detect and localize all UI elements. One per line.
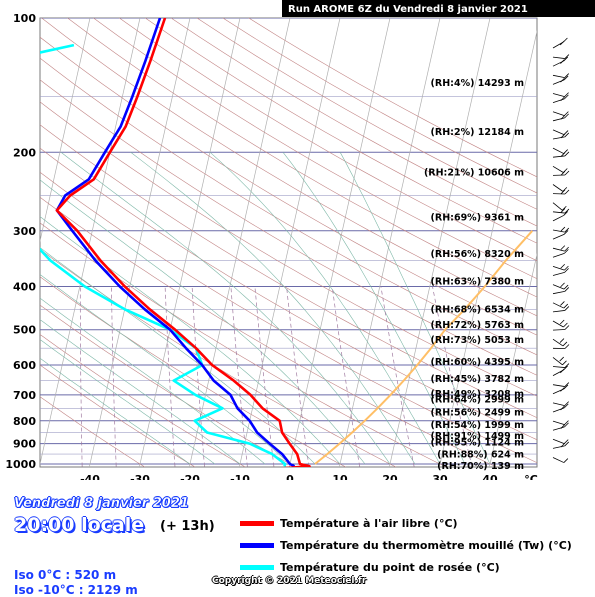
pressure-tick-label: 100 (13, 12, 36, 25)
wind-barb-icon (553, 287, 569, 293)
temperature-tick-label: 40 (482, 473, 498, 480)
copyright: Copyright © 2021 Meteociel.fr (212, 576, 366, 586)
legend-swatch-wet-bulb (240, 543, 274, 548)
pressure-tick-label: 400 (13, 281, 36, 294)
iso-0-level: Iso 0°C : 520 m (14, 568, 116, 582)
legend: Température à l'air libre (°C) Températu… (240, 512, 572, 578)
wind-barb-icon (553, 152, 569, 157)
wind-barb-icon (553, 283, 568, 289)
pressure-tick-label: 700 (13, 389, 36, 402)
temperature-tick-label: -30 (130, 473, 150, 480)
wind-barb-icon (553, 74, 569, 78)
iso-minus10-level: Iso -10°C : 2129 m (14, 583, 138, 597)
wind-barb-icon (553, 423, 569, 430)
chart-title: Run AROME 6Z du Vendredi 8 janvier 2021 (288, 4, 528, 15)
temperature-tick-label: 0 (286, 473, 294, 480)
wind-barb-icon (553, 133, 569, 139)
pressure-tick-label: 600 (13, 359, 36, 372)
wind-barb-icon (553, 93, 569, 97)
wind-barb-icon (553, 246, 569, 251)
legend-item-temperature: Température à l'air libre (°C) (240, 512, 572, 534)
pressure-tick-label: 900 (13, 438, 36, 451)
level-annotation: (RH:68%) 6534 m (431, 304, 525, 315)
legend-item-wet-bulb: Température du thermomètre mouillé (Tw) … (240, 534, 572, 556)
wind-barb-icon (553, 402, 569, 406)
legend-label-dewpoint: Température du point de rosée (°C) (280, 561, 500, 574)
wind-barb-icon (553, 76, 568, 84)
wind-barb-icon (553, 301, 568, 308)
forecast-offset: (+ 13h) (160, 519, 215, 534)
level-annotation: (RH:95%) 1124 m (431, 438, 525, 449)
level-annotation: (RH:88%) 624 m (437, 449, 524, 460)
legend-item-dewpoint: Température du point de rosée (°C) (240, 556, 572, 578)
temperature-tick-label: -40 (80, 473, 100, 480)
wind-barb-icon (553, 227, 569, 232)
skew-t-chart: 1002003004005006007008009001000hPa-40-30… (0, 0, 595, 480)
level-annotation: (RH:56%) 2499 m (431, 407, 525, 418)
wind-barb-icon (553, 148, 568, 153)
run-date: Vendredi 8 janvier 2021 (14, 496, 189, 511)
level-annotation: (RH:54%) 1999 m (431, 420, 525, 431)
level-annotation: (RH:72%) 5763 m (431, 320, 525, 331)
wind-barb-icon (553, 458, 568, 463)
isotherm (538, 18, 595, 473)
temperature-unit-label: °C (524, 473, 538, 480)
wind-barb-icon (553, 95, 568, 103)
temperature-tick-label: 30 (432, 473, 448, 480)
wind-barb-icon (553, 249, 568, 257)
wind-barb-icon (553, 264, 568, 270)
wind-barb-icon (553, 345, 569, 349)
level-annotation: (RH:73%) 5053 m (431, 335, 525, 346)
wind-barb-icon (553, 442, 569, 448)
legend-label-temperature: Température à l'air libre (°C) (280, 517, 458, 530)
wind-barb-icon (553, 421, 568, 425)
wind-barb-icon (553, 114, 569, 121)
level-annotation: (RH:64%) 2999 m (431, 394, 525, 405)
temperature-tick-label: 10 (332, 473, 348, 480)
temperature-tick-label: -20 (180, 473, 200, 480)
level-annotation: (RH:2%) 12184 m (431, 127, 525, 138)
pressure-tick-label: 500 (13, 324, 36, 337)
level-annotation: (RH:45%) 3782 m (431, 374, 525, 385)
wind-barb-icon (553, 439, 568, 443)
wind-barb-icon (553, 339, 567, 346)
temperature-tick-label: -10 (230, 473, 250, 480)
level-annotation: (RH:21%) 10606 m (424, 167, 524, 178)
wind-barb-icon (553, 325, 569, 330)
level-annotation: (RH:60%) 4395 m (431, 357, 525, 368)
pressure-tick-label: 200 (13, 146, 36, 159)
wind-barb-icon (553, 404, 568, 412)
wind-barb-icon (553, 112, 568, 116)
wind-barb-icon (553, 130, 568, 135)
legend-swatch-dewpoint (240, 565, 274, 570)
wind-barb-icon (553, 320, 567, 327)
level-annotation: (RH:4%) 14293 m (431, 78, 525, 89)
wind-barb-icon (553, 38, 567, 48)
level-annotation: (RH:69%) 9361 m (431, 212, 525, 223)
wind-barb-icon (553, 357, 566, 365)
level-annotation: (RH:63%) 7380 m (431, 277, 525, 288)
level-annotation: (RH:56%) 8320 m (431, 249, 525, 260)
pressure-tick-label: 1000 (5, 458, 36, 471)
level-annotation: (RH:70%) 139 m (437, 461, 524, 472)
wind-barb-icon (553, 306, 569, 311)
pressure-tick-label: 800 (13, 415, 36, 428)
legend-label-wet-bulb: Température du thermomètre mouillé (Tw) … (280, 539, 572, 552)
isotherm (0, 18, 40, 473)
wind-barb-icon (553, 268, 569, 275)
legend-swatch-temperature (240, 521, 274, 526)
temperature-tick-label: 20 (382, 473, 398, 480)
wind-barb-icon (553, 171, 569, 175)
local-time: 20:00 locale (14, 514, 144, 536)
pressure-tick-label: 300 (13, 225, 36, 238)
